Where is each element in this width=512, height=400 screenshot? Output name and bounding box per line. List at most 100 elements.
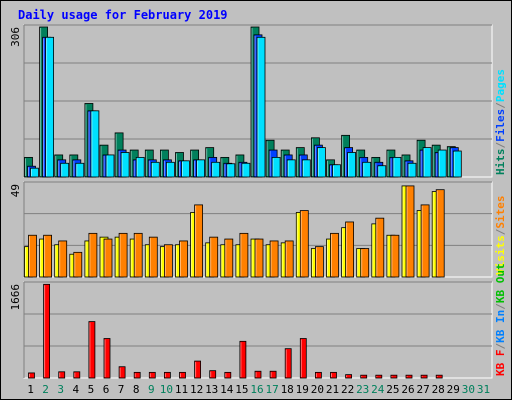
bar-sites-day-6: [103, 238, 113, 278]
x-tick-label: 3: [57, 383, 64, 396]
bar-kb-f-day-12: [194, 360, 202, 379]
bar-sites-day-4: [73, 251, 83, 278]
legend: Hits/Files/Pages: [494, 69, 507, 175]
x-tick-label: 2: [42, 383, 49, 396]
x-tick-label: 24: [371, 383, 385, 396]
bar-kb-f-day-2: [43, 283, 50, 379]
bar-pages-day-17: [271, 156, 281, 178]
legend-entry: Hits: [494, 149, 507, 176]
bar-sites-day-3: [58, 240, 68, 278]
x-tick-label: 21: [326, 383, 339, 396]
chart-title: Daily usage for February 2019: [18, 8, 228, 22]
bar-kb-f-day-10: [163, 371, 171, 379]
bar-sites-day-13: [209, 236, 219, 278]
bar-sites-day-27: [420, 204, 430, 278]
x-tick-label: 15: [235, 383, 248, 396]
bar-kb-f-day-27: [420, 374, 428, 379]
bar-kb-f-day-14: [224, 371, 232, 379]
x-tick-label: 27: [416, 383, 429, 396]
bar-kb-f-day-1: [28, 372, 35, 379]
x-tick-label: 4: [72, 383, 79, 396]
bar-kb-f-day-15: [239, 340, 247, 379]
y-max-label: 1666: [9, 284, 22, 311]
bar-pages-day-2: [45, 36, 54, 178]
panel-bg: [23, 281, 493, 379]
y-max-label: 49: [9, 184, 22, 197]
x-tick-label: 30: [462, 383, 475, 396]
bar-pages-day-3: [60, 162, 70, 178]
x-tick-label: 1: [27, 383, 34, 396]
x-tick-label: 12: [190, 383, 203, 396]
y-max-label: 306: [9, 27, 22, 47]
bar-kb-f-day-24: [375, 374, 383, 379]
bar-pages-day-19: [301, 159, 311, 178]
bar-pages-day-12: [196, 159, 206, 178]
bar-kb-f-day-13: [209, 370, 217, 379]
legend-entry: Pages: [494, 69, 507, 102]
bar-kb-f-day-23: [360, 374, 368, 379]
bar-sites-day-5: [88, 232, 98, 278]
bar-sites-day-19: [299, 210, 309, 278]
bar-sites-day-7: [118, 232, 128, 278]
bar-pages-day-24: [377, 165, 387, 178]
bar-pages-day-7: [120, 152, 130, 178]
bar-pages-day-26: [407, 162, 417, 178]
bar-pages-day-27: [422, 147, 432, 178]
x-tick-label: 23: [356, 383, 369, 396]
bar-sites-day-2: [43, 234, 52, 278]
x-tick-label: 8: [133, 383, 140, 396]
x-tick-label: 5: [88, 383, 95, 396]
x-tick-label: 31: [477, 383, 490, 396]
legend-entry: /: [494, 343, 507, 350]
bar-kb-f-day-3: [58, 371, 66, 379]
bar-pages-day-9: [150, 161, 160, 178]
bar-kb-f-day-8: [133, 371, 141, 379]
bar-pages-day-22: [347, 152, 357, 178]
bar-pages-day-20: [316, 147, 326, 178]
bar-pages-day-21: [332, 164, 341, 178]
bar-sites-day-18: [284, 240, 294, 278]
bar-pages-day-15: [241, 162, 251, 178]
bar-kb-f-day-7: [118, 366, 126, 379]
bar-kb-f-day-28: [435, 374, 443, 379]
bar-sites-day-21: [330, 232, 339, 278]
legend-entry: KB Out: [494, 263, 507, 303]
bar-sites-day-24: [375, 217, 385, 278]
bar-sites-day-15: [239, 232, 249, 278]
bar-kb-f-day-21: [330, 371, 337, 379]
bar-sites-day-12: [194, 204, 204, 278]
bar-kb-f-day-19: [299, 338, 307, 379]
bar-sites-day-25: [390, 234, 400, 278]
bar-pages-day-6: [105, 154, 115, 178]
bar-pages-day-29: [452, 150, 462, 178]
bar-pages-day-11: [181, 160, 190, 178]
bar-sites-day-22: [345, 221, 355, 278]
bar-sites-day-1: [28, 234, 37, 278]
legend-entry: Files: [494, 109, 507, 142]
bar-pages-day-25: [392, 156, 402, 178]
x-axis-day-labels: 1 2 3 4 5 6 7 8 9 10 11 12 13 14 15 16 17 18 19 20 21 22 23 24 2…: [27, 383, 490, 396]
x-tick-label: 20: [311, 383, 324, 396]
x-tick-label: 10: [160, 383, 173, 396]
bar-pages-day-28: [437, 149, 447, 178]
x-tick-label: 28: [432, 383, 445, 396]
legend-entry: Visits: [494, 235, 507, 275]
bar-pages-day-13: [211, 161, 221, 178]
bar-pages-day-18: [286, 159, 296, 178]
bar-sites-day-8: [133, 232, 143, 278]
bar-kb-f-day-22: [345, 374, 353, 379]
bar-pages-day-8: [135, 156, 145, 178]
x-tick-label: 22: [341, 383, 354, 396]
legend-entry: /: [494, 102, 507, 109]
bar-pages-day-10: [165, 161, 175, 178]
bar-kb-f-day-5: [88, 321, 96, 379]
x-tick-label: 25: [386, 383, 399, 396]
bar-pages-day-23: [362, 161, 372, 178]
x-tick-label: 19: [296, 383, 309, 396]
panel-visits-sites: 49 Visits/Sites: [9, 181, 507, 278]
bar-sites-day-16: [254, 238, 264, 278]
x-tick-label: 18: [281, 383, 294, 396]
bar-sites-day-23: [360, 248, 370, 278]
bar-pages-day-4: [75, 162, 85, 178]
